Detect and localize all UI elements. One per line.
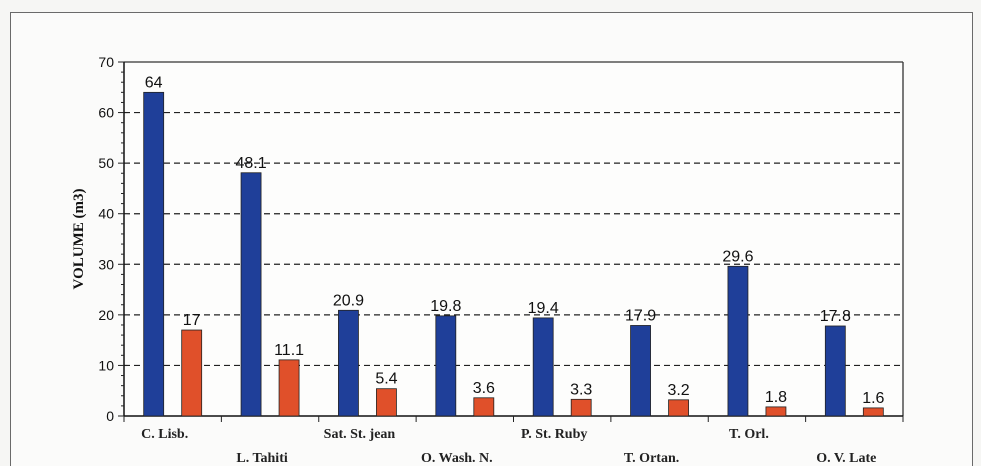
x-category-label: Sat. St. jean: [324, 427, 396, 442]
bar-series-2-0: [181, 329, 203, 417]
data-label: 19.4: [528, 300, 559, 317]
data-label: 17.9: [625, 307, 656, 324]
data-label: 1.8: [765, 389, 787, 406]
y-tick-label: 10: [98, 357, 114, 373]
bar-series-2-4: [570, 398, 592, 417]
bar-series-2-2: [376, 388, 397, 417]
y-tick-label: 0: [106, 408, 114, 424]
y-tick-label: 70: [98, 54, 114, 70]
data-label: 48.1: [235, 155, 266, 172]
bar-series-1-7: [824, 325, 846, 417]
x-category-label: P. St. Ruby: [521, 427, 587, 442]
bar-series-2-5: [668, 399, 689, 417]
data-label: 3.2: [667, 382, 689, 399]
data-label: 20.9: [333, 292, 364, 309]
data-label: 11.1: [274, 342, 304, 359]
y-axis-title: VOLUME (m3): [71, 189, 87, 290]
y-tick-label: 50: [98, 155, 114, 171]
bar-series-1-0: [143, 91, 165, 417]
bar-series-2-7: [862, 407, 884, 417]
data-label: 19.8: [430, 298, 461, 315]
data-label: 5.4: [375, 371, 397, 388]
bar-series-1-1: [240, 172, 262, 417]
x-category-label: O. V. Late: [816, 451, 876, 465]
bar-series-1-3: [435, 315, 457, 417]
data-label: 3.6: [473, 380, 495, 397]
y-tick-label: 20: [98, 307, 114, 323]
data-label: 17.8: [820, 308, 851, 325]
bar-series-2-1: [278, 359, 300, 417]
data-label: 1.6: [862, 390, 884, 407]
x-category-label: T. Orl.: [729, 427, 769, 442]
x-category-label: O. Wash. N.: [421, 451, 493, 465]
y-tick-label: 30: [98, 256, 114, 272]
x-category-label: C. Lisb.: [141, 427, 188, 442]
y-tick-label: 40: [98, 206, 114, 222]
bar-series-1-5: [630, 325, 651, 417]
chart-frame: 0 10 20 30 40 50 60 70 VOLUME (m3) 64 17 C. Lisb. 48…: [10, 12, 973, 466]
bar-series-2-3: [473, 397, 495, 417]
data-label: 3.3: [570, 381, 592, 398]
bar-series-1-2: [338, 309, 359, 417]
bar-chart: 0 10 20 30 40 50 60 70 VOLUME (m3) 64 17 C. Lisb. 48…: [71, 54, 904, 465]
bar-series-1-6: [727, 265, 749, 417]
bar-series-1-4: [532, 317, 554, 417]
x-category-label: L. Tahiti: [236, 451, 287, 465]
data-label: 29.6: [722, 248, 753, 265]
data-label: 64: [145, 74, 163, 91]
bar-series-2-6: [765, 406, 787, 417]
y-tick-label: 60: [98, 105, 114, 121]
data-label: 17: [183, 312, 201, 329]
x-category-label: T. Ortan.: [624, 451, 679, 465]
